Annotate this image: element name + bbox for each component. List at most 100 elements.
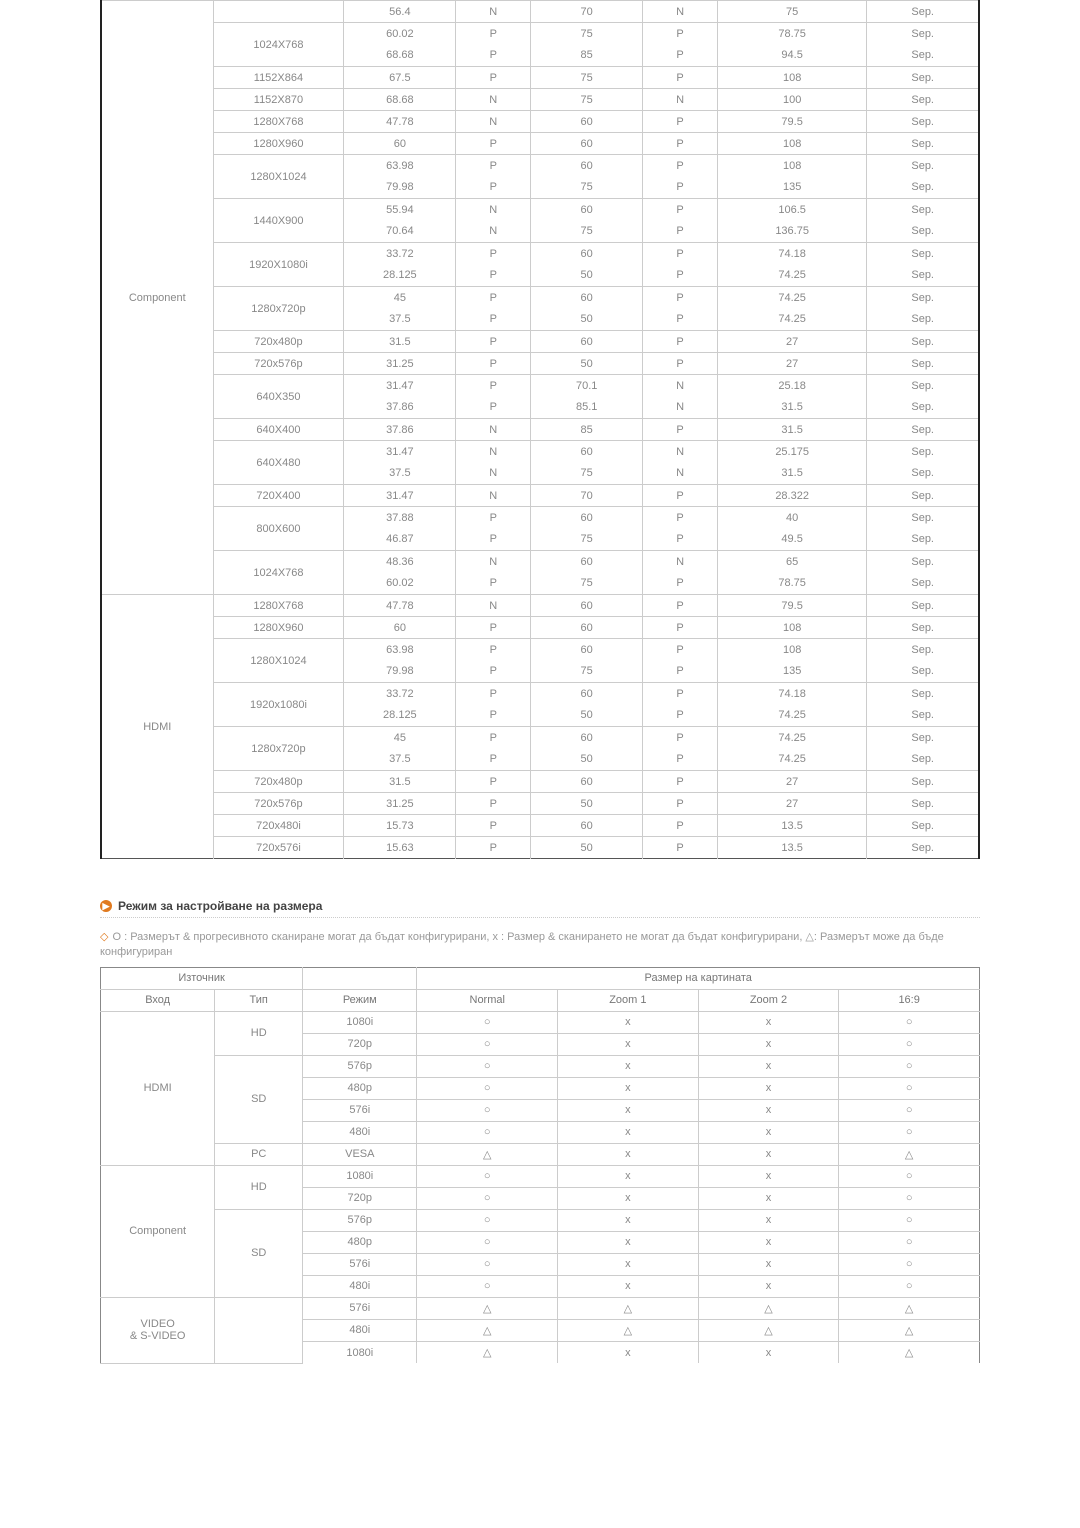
data-cell: ○ [839, 1253, 980, 1275]
data-cell: 480p [303, 1077, 417, 1099]
data-cell: ○ [839, 1209, 980, 1231]
data-cell: P [456, 331, 531, 353]
input-cell: VIDEO& S-VIDEO [101, 1297, 215, 1363]
data-cell: P [456, 639, 531, 661]
data-cell: N [456, 221, 531, 243]
data-cell: x [558, 1033, 699, 1055]
data-cell: x [558, 1341, 699, 1363]
data-cell: ○ [417, 1121, 558, 1143]
data-cell: P [643, 661, 718, 683]
data-cell: Sep. [867, 749, 979, 771]
data-cell: 75 [531, 221, 643, 243]
resolution-cell: 1024X768 [213, 551, 344, 595]
data-cell: 108 [717, 67, 866, 89]
data-cell: P [456, 309, 531, 331]
category-cell: Component [101, 1, 213, 595]
data-cell: Sep. [867, 45, 979, 67]
data-cell: ○ [839, 1187, 980, 1209]
data-cell: 60.02 [344, 573, 456, 595]
data-cell: N [456, 419, 531, 441]
diamond-icon: ◇ [100, 931, 108, 943]
resolution-cell: 1920x1080i [213, 683, 344, 727]
data-cell: VESA [303, 1143, 417, 1165]
data-cell: 60 [531, 155, 643, 177]
data-cell: 75 [531, 529, 643, 551]
data-cell: 720p [303, 1033, 417, 1055]
data-cell: 70 [531, 1, 643, 23]
data-cell: x [698, 1077, 839, 1099]
data-cell: x [698, 1341, 839, 1363]
data-cell: P [456, 397, 531, 419]
resolution-cell: 1152X864 [213, 67, 344, 89]
data-cell: 67.5 [344, 67, 456, 89]
data-cell: 1080i [303, 1341, 417, 1363]
data-cell: 15.73 [344, 815, 456, 837]
data-cell: Sep. [867, 177, 979, 199]
resolution-cell: 720x480p [213, 771, 344, 793]
data-cell: P [456, 793, 531, 815]
type-cell [215, 1297, 303, 1363]
data-cell: 74.18 [717, 683, 866, 705]
data-cell: ○ [839, 1033, 980, 1055]
data-cell: 74.25 [717, 309, 866, 331]
data-cell: x [698, 1209, 839, 1231]
hdr-source: Източник [101, 967, 303, 989]
data-cell: P [456, 661, 531, 683]
data-cell: 31.47 [344, 441, 456, 463]
data-cell: 60 [531, 243, 643, 265]
data-cell: 33.72 [344, 683, 456, 705]
data-cell: x [698, 1231, 839, 1253]
data-cell: 60 [531, 133, 643, 155]
resolution-cell: 720x576i [213, 837, 344, 859]
type-cell: HD [215, 1165, 303, 1209]
data-cell: 33.72 [344, 243, 456, 265]
data-cell: Sep. [867, 375, 979, 397]
data-cell: 27 [717, 771, 866, 793]
data-cell: 27 [717, 353, 866, 375]
data-cell: Sep. [867, 771, 979, 793]
data-cell: 79.98 [344, 177, 456, 199]
data-cell: Sep. [867, 595, 979, 617]
data-cell: 15.63 [344, 837, 456, 859]
data-cell: 55.94 [344, 199, 456, 221]
data-cell: 27 [717, 331, 866, 353]
data-cell: △ [417, 1341, 558, 1363]
data-cell: N [456, 463, 531, 485]
data-cell: Sep. [867, 111, 979, 133]
data-cell: 31.5 [344, 331, 456, 353]
data-cell: ○ [417, 1275, 558, 1297]
timing-table: Component56.4N70N75Sep.1024X76860.02P75P… [100, 0, 980, 859]
data-cell: N [643, 397, 718, 419]
data-cell: △ [558, 1319, 699, 1341]
data-cell: P [643, 485, 718, 507]
resolution-cell: 800X600 [213, 507, 344, 551]
data-cell: P [456, 683, 531, 705]
data-cell: P [456, 265, 531, 287]
data-cell: P [643, 133, 718, 155]
data-cell: 74.25 [717, 705, 866, 727]
data-cell: Sep. [867, 243, 979, 265]
data-cell: P [456, 815, 531, 837]
data-cell: 25.175 [717, 441, 866, 463]
data-cell: P [643, 331, 718, 353]
data-cell: 78.75 [717, 23, 866, 45]
data-cell: 63.98 [344, 639, 456, 661]
resolution-cell: 1280x720p [213, 727, 344, 771]
resolution-cell: 1280X960 [213, 133, 344, 155]
data-cell: P [643, 419, 718, 441]
data-cell: x [698, 1055, 839, 1077]
data-cell: 136.75 [717, 221, 866, 243]
data-cell: 45 [344, 287, 456, 309]
data-cell: P [456, 617, 531, 639]
data-cell: P [643, 683, 718, 705]
input-cell: Component [101, 1165, 215, 1297]
resolution-cell: 720x480p [213, 331, 344, 353]
data-cell: P [456, 573, 531, 595]
data-cell: x [698, 1275, 839, 1297]
data-cell: △ [839, 1297, 980, 1319]
data-cell: Sep. [867, 155, 979, 177]
data-cell: △ [698, 1319, 839, 1341]
data-cell: P [456, 45, 531, 67]
data-cell: x [698, 1121, 839, 1143]
data-cell: 108 [717, 133, 866, 155]
